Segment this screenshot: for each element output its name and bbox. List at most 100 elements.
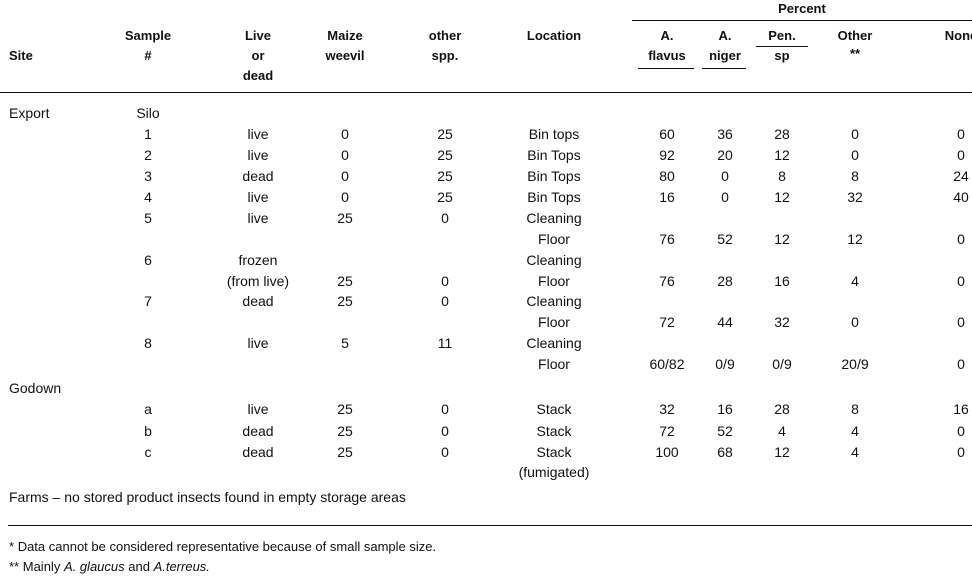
cell-a-niger: 44: [717, 314, 733, 330]
cell-other-spp: 25: [437, 126, 453, 142]
cell-maize-weevil: 0: [341, 126, 349, 142]
flavus-header-name: flavus: [648, 48, 686, 63]
cell-sample: Silo: [136, 105, 160, 121]
cell-other-spp: 25: [437, 168, 453, 184]
footnote-2-mark: **: [9, 559, 20, 574]
cell-live-or-dead: dead: [242, 293, 274, 309]
cell-location: Stack: [536, 444, 572, 460]
cell-other-spp: 0: [441, 210, 449, 226]
cell-a-flavus: 72: [659, 314, 675, 330]
cell-a-flavus: 60: [659, 126, 675, 142]
footnote-1: * Data cannot be considered representati…: [9, 539, 436, 555]
cell-live-or-dead: frozen: [238, 252, 278, 268]
footnote-1-mark: *: [9, 539, 15, 554]
cell-a-flavus: 100: [655, 444, 679, 460]
cell-pen-sp: 12: [774, 189, 790, 205]
cell-location: Cleaning: [526, 335, 582, 351]
cell-pen-sp: 0/9: [772, 356, 792, 372]
cell-location: Cleaning: [526, 252, 582, 268]
cell-location: Bin tops: [528, 126, 580, 142]
location-header: Location: [526, 28, 582, 43]
cell-live-or-dead: live: [247, 210, 269, 226]
cell-maize-weevil: 0: [341, 189, 349, 205]
cell-site: Godown: [9, 380, 62, 396]
cell-a-flavus: 72: [659, 423, 675, 439]
live-header: Live: [244, 28, 271, 43]
cell-pen-sp: 28: [774, 401, 790, 417]
cell-none: 0: [957, 356, 965, 372]
cell-sample: b: [144, 423, 152, 439]
flavus-underline: [638, 68, 694, 69]
cell-a-niger: 52: [717, 231, 733, 247]
cell-maize-weevil: 5: [341, 335, 349, 351]
cell-maize-weevil: 25: [337, 401, 353, 417]
cell-other: 32: [847, 189, 863, 205]
cell-other: 4: [851, 444, 859, 460]
cell-other-spp: 0: [441, 273, 449, 289]
cell-live-or-dead: dead: [242, 444, 274, 460]
cell-a-niger: 36: [717, 126, 733, 142]
cell-a-niger: 0: [721, 189, 729, 205]
footnote-2-and: and: [124, 559, 154, 574]
maize-header: Maize: [327, 28, 363, 43]
cell-a-flavus: 80: [659, 168, 675, 184]
footnote-2-species-1: A. glaucus: [63, 559, 125, 574]
cell-sample: a: [144, 401, 152, 417]
cell-sample: c: [144, 444, 152, 460]
cell-location: Stack: [536, 423, 572, 439]
cell-none: 24: [953, 168, 969, 184]
cell-live-or-dead: (from live): [226, 273, 290, 289]
cell-location: Bin Tops: [527, 168, 581, 184]
cell-sample: 6: [144, 252, 152, 268]
cell-location: Bin Tops: [527, 147, 581, 163]
sample-header-hash: #: [144, 48, 152, 63]
cell-live-or-dead: live: [247, 335, 269, 351]
pen-underline: [756, 46, 808, 47]
cell-sample: 8: [144, 335, 152, 351]
farms-note: Farms – no stored product insects found …: [9, 489, 406, 505]
site-header: Site: [9, 48, 33, 63]
cell-other: 0: [851, 126, 859, 142]
cell-other: 4: [851, 273, 859, 289]
cell-location: Floor: [538, 356, 570, 372]
cell-other: 8: [851, 401, 859, 417]
cell-a-niger: 0/9: [715, 356, 735, 372]
pen-header: Pen.: [768, 28, 796, 43]
cell-pen-sp: 12: [774, 231, 790, 247]
footnote-1-text: Data cannot be considered representative…: [17, 539, 437, 554]
live-header-or: or: [251, 48, 265, 63]
cell-sample: 5: [144, 210, 152, 226]
niger-underline: [702, 68, 746, 69]
cell-none: 0: [957, 314, 965, 330]
cell-live-or-dead: live: [247, 189, 269, 205]
cell-other: 0: [851, 147, 859, 163]
cell-a-niger: 68: [717, 444, 733, 460]
cell-location: Floor: [538, 314, 570, 330]
cell-other-spp: 0: [441, 293, 449, 309]
cell-a-flavus: 76: [659, 273, 675, 289]
cell-other: 8: [851, 168, 859, 184]
percent-rule: [632, 20, 972, 21]
cell-a-flavus: 16: [659, 189, 675, 205]
cell-live-or-dead: live: [247, 401, 269, 417]
cell-other-spp: 25: [437, 147, 453, 163]
percent-header: Percent: [778, 1, 826, 16]
cell-none: 16: [953, 401, 969, 417]
cell-live-or-dead: live: [247, 147, 269, 163]
cell-other-spp: 25: [437, 189, 453, 205]
cell-pen-sp: 4: [778, 423, 786, 439]
cell-maize-weevil: 0: [341, 147, 349, 163]
cell-other: 20/9: [841, 356, 869, 372]
cell-none: 0: [957, 126, 965, 142]
other-spp-header-spp: spp.: [431, 48, 459, 63]
cell-other-spp: 0: [441, 401, 449, 417]
cell-pen-sp: 8: [778, 168, 786, 184]
none-header: None: [944, 28, 972, 43]
cell-a-flavus: 32: [659, 401, 675, 417]
cell-maize-weevil: 0: [341, 168, 349, 184]
niger-header: A.: [718, 28, 732, 43]
cell-other-spp: 11: [437, 335, 453, 351]
cell-none: 0: [957, 273, 965, 289]
cell-other: 12: [847, 231, 863, 247]
